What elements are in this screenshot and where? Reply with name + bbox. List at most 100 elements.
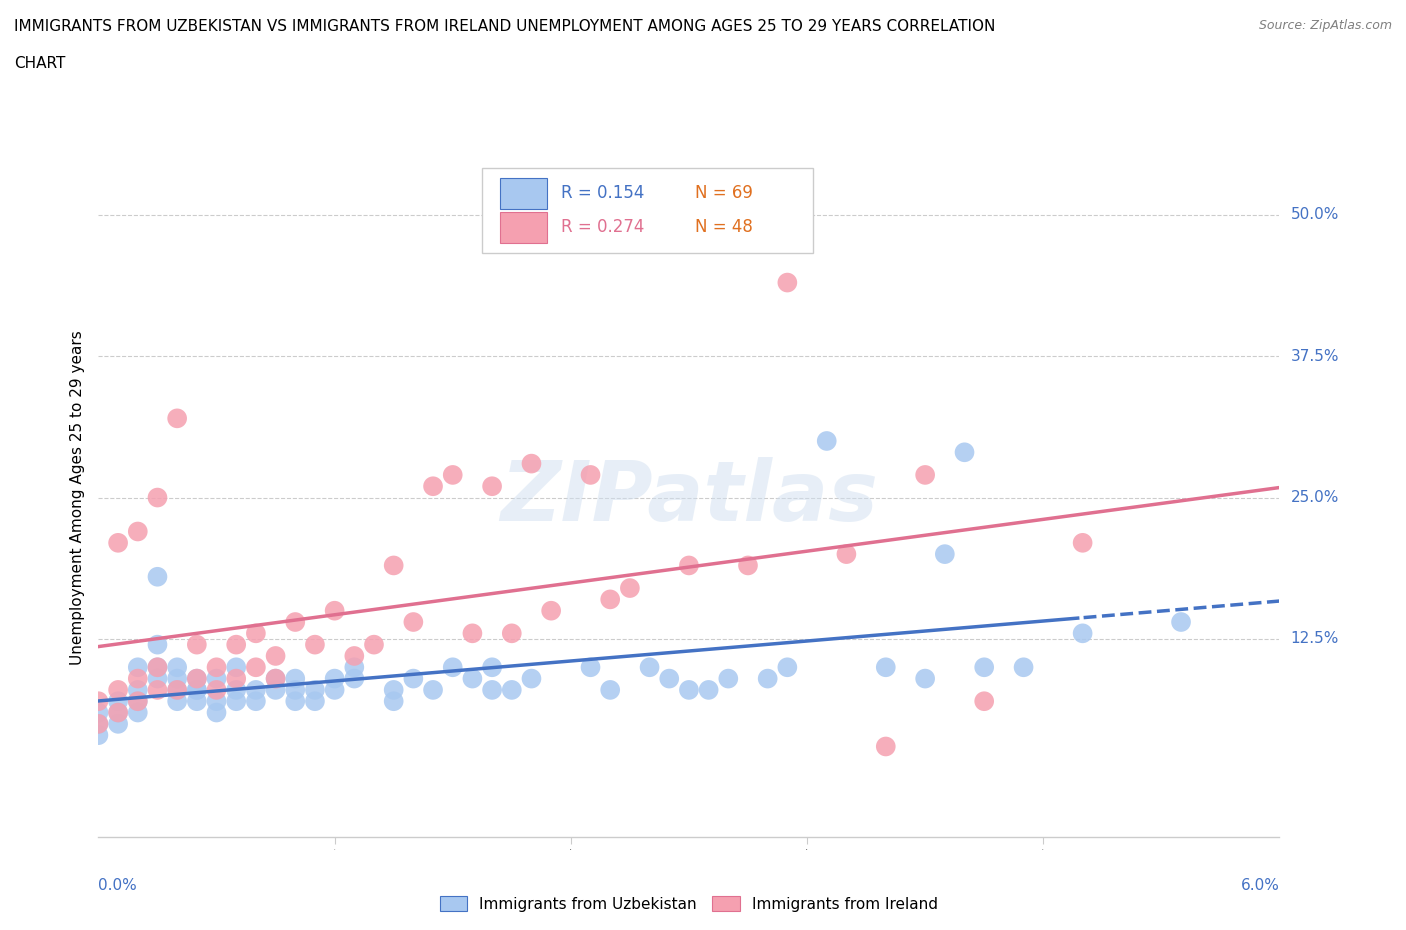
Text: 6.0%: 6.0%	[1240, 878, 1279, 893]
Point	[127, 525, 149, 539]
Text: N = 48: N = 48	[695, 219, 752, 236]
Point	[107, 694, 129, 709]
Point	[245, 683, 267, 698]
Point	[205, 694, 228, 709]
Point	[678, 558, 700, 573]
Point	[441, 660, 464, 675]
Point	[205, 660, 228, 675]
Point	[245, 626, 267, 641]
Text: CHART: CHART	[14, 56, 66, 71]
Point	[186, 683, 208, 698]
Point	[914, 671, 936, 686]
Point	[363, 637, 385, 652]
Point	[87, 694, 110, 709]
Point	[146, 660, 169, 675]
Point	[107, 705, 129, 720]
Point	[127, 694, 149, 709]
Point	[815, 433, 838, 448]
Point	[205, 671, 228, 686]
Text: 25.0%: 25.0%	[1291, 490, 1339, 505]
Point	[264, 683, 287, 698]
Point	[481, 479, 503, 494]
Point	[166, 683, 188, 698]
Point	[146, 569, 169, 584]
Point	[245, 660, 267, 675]
Point	[127, 705, 149, 720]
Point	[166, 411, 188, 426]
Point	[973, 660, 995, 675]
Point	[776, 275, 799, 290]
Point	[441, 468, 464, 483]
Point	[166, 660, 188, 675]
Point	[540, 604, 562, 618]
Y-axis label: Unemployment Among Ages 25 to 29 years: Unemployment Among Ages 25 to 29 years	[69, 330, 84, 665]
FancyBboxPatch shape	[482, 168, 813, 253]
Point	[87, 716, 110, 731]
Text: 12.5%: 12.5%	[1291, 631, 1339, 646]
Point	[166, 683, 188, 698]
Point	[166, 671, 188, 686]
Point	[343, 660, 366, 675]
Point	[225, 683, 247, 698]
Point	[225, 671, 247, 686]
Point	[402, 615, 425, 630]
Point	[127, 660, 149, 675]
Point	[146, 683, 169, 698]
Point	[107, 716, 129, 731]
Point	[697, 683, 720, 698]
Point	[914, 468, 936, 483]
Text: N = 69: N = 69	[695, 184, 752, 203]
Point	[87, 705, 110, 720]
Point	[875, 739, 897, 754]
Point	[638, 660, 661, 675]
Text: R = 0.154: R = 0.154	[561, 184, 645, 203]
Point	[973, 694, 995, 709]
Point	[284, 615, 307, 630]
Point	[304, 637, 326, 652]
Point	[717, 671, 740, 686]
Text: 50.0%: 50.0%	[1291, 207, 1339, 222]
Point	[225, 694, 247, 709]
Point	[323, 683, 346, 698]
Point	[146, 637, 169, 652]
Point	[127, 694, 149, 709]
Point	[146, 490, 169, 505]
Point	[658, 671, 681, 686]
Point	[599, 592, 621, 607]
Point	[756, 671, 779, 686]
Point	[343, 671, 366, 686]
Text: ZIPatlas: ZIPatlas	[501, 457, 877, 538]
Point	[304, 694, 326, 709]
Point	[953, 445, 976, 459]
Point	[1170, 615, 1192, 630]
Point	[481, 683, 503, 698]
Point	[186, 694, 208, 709]
Point	[225, 660, 247, 675]
Point	[107, 536, 129, 551]
Point	[146, 660, 169, 675]
Point	[520, 671, 543, 686]
Point	[284, 694, 307, 709]
Point	[127, 683, 149, 698]
Text: IMMIGRANTS FROM UZBEKISTAN VS IMMIGRANTS FROM IRELAND UNEMPLOYMENT AMONG AGES 25: IMMIGRANTS FROM UZBEKISTAN VS IMMIGRANTS…	[14, 19, 995, 33]
Point	[186, 671, 208, 686]
Point	[323, 604, 346, 618]
Point	[245, 694, 267, 709]
Point	[225, 637, 247, 652]
Point	[186, 683, 208, 698]
Point	[304, 683, 326, 698]
Point	[146, 671, 169, 686]
Point	[107, 705, 129, 720]
Point	[264, 648, 287, 663]
Point	[619, 580, 641, 595]
Point	[579, 660, 602, 675]
Point	[382, 558, 405, 573]
Point	[382, 683, 405, 698]
Point	[205, 705, 228, 720]
Point	[107, 683, 129, 698]
Point	[1071, 626, 1094, 641]
Point	[284, 683, 307, 698]
Point	[127, 671, 149, 686]
FancyBboxPatch shape	[501, 212, 547, 243]
Point	[1012, 660, 1035, 675]
